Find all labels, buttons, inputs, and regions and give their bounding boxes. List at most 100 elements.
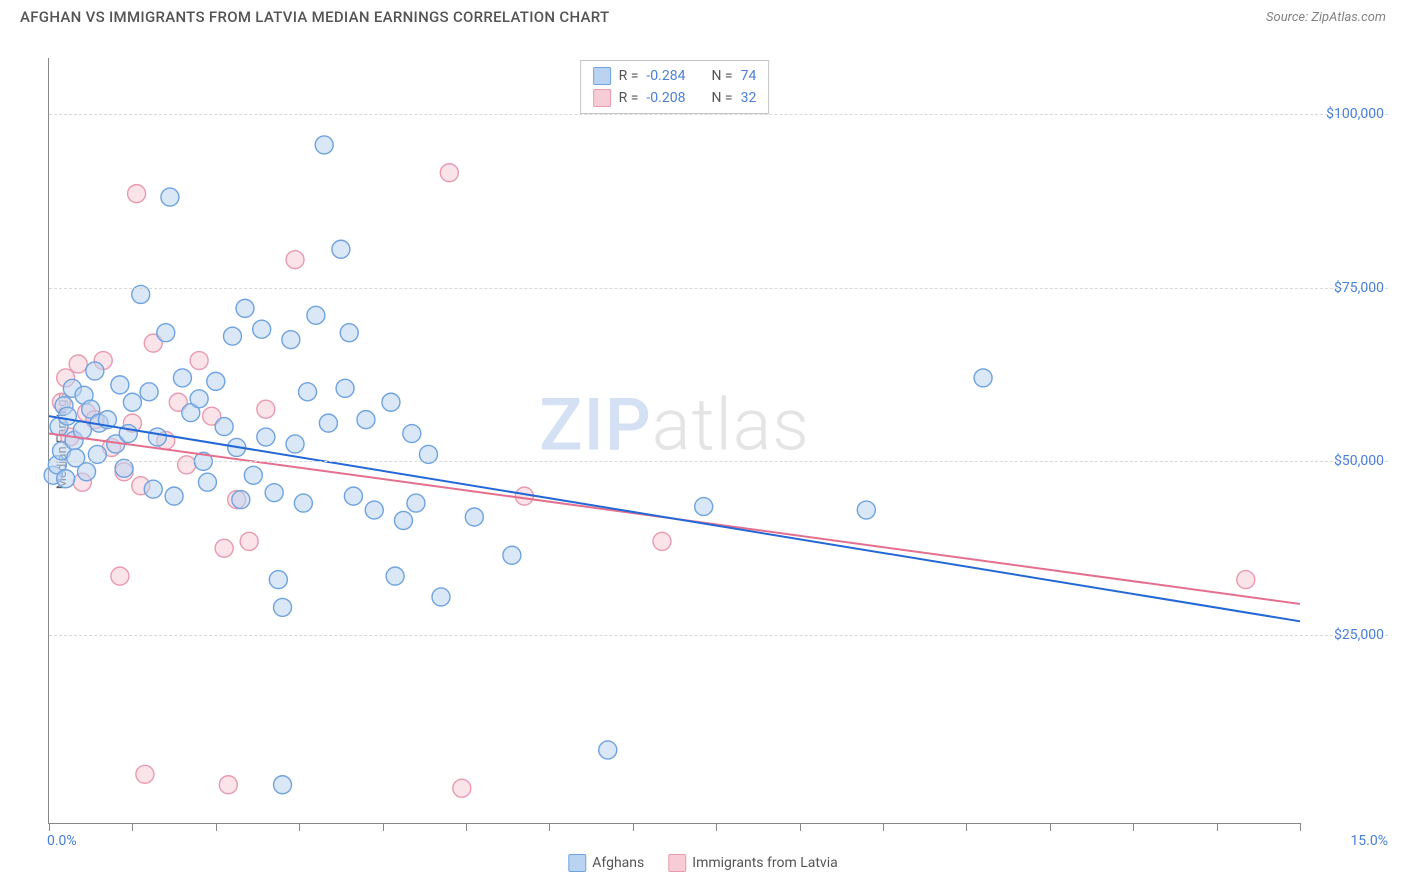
point-afghans [294,494,312,512]
gridline [49,461,1388,462]
trendline-afghans [49,416,1300,621]
x-tick [1133,823,1134,831]
gridline [49,288,1388,289]
point-latvia [69,355,87,373]
point-latvia [178,456,196,474]
point-afghans [86,362,104,380]
series-legend: Afghans Immigrants from Latvia [568,854,837,872]
point-afghans [336,379,354,397]
gridline [49,114,1388,115]
swatch-latvia [668,854,686,872]
point-afghans [207,372,225,390]
x-tick [966,823,967,831]
swatch-afghans [568,854,586,872]
point-afghans [344,487,362,505]
swatch-afghans [593,67,611,85]
point-afghans [503,546,521,564]
point-afghans [282,331,300,349]
legend-label-afghans: Afghans [592,855,644,871]
point-afghans [157,324,175,342]
point-afghans [215,418,233,436]
point-afghans [257,428,275,446]
point-afghans [365,501,383,519]
gridline [49,635,1388,636]
x-tick [466,823,467,831]
point-latvia [453,779,471,797]
point-afghans [123,393,141,411]
point-afghans [173,369,191,387]
point-afghans [78,463,96,481]
point-latvia [257,400,275,418]
x-tick [1300,823,1301,831]
x-tick [549,823,550,831]
point-afghans [148,428,166,446]
x-tick [49,823,50,831]
chart-title: AFGHAN VS IMMIGRANTS FROM LATVIA MEDIAN … [20,8,609,26]
point-afghans [198,473,216,491]
legend-row-latvia: R = -0.208 N = 32 [593,87,757,109]
point-afghans [57,470,75,488]
point-latvia [190,352,208,370]
x-tick [800,823,801,831]
y-tick-label: $25,000 [1304,627,1384,643]
legend-latvia-r: -0.208 [646,90,685,106]
point-afghans [432,588,450,606]
x-tick [1217,823,1218,831]
x-tick [132,823,133,831]
x-tick [299,823,300,831]
point-latvia [219,776,237,794]
point-afghans [265,484,283,502]
point-afghans [974,369,992,387]
point-afghans [599,741,617,759]
legend-n-label: N = [711,90,732,106]
chart-source: Source: ZipAtlas.com [1266,10,1386,25]
x-tick [883,823,884,831]
chart-container: Median Earnings ZIPatlas R = -0.284 N = … [48,58,1388,824]
point-afghans [403,425,421,443]
x-tick [383,823,384,831]
point-latvia [653,532,671,550]
point-afghans [382,393,400,411]
point-afghans [253,320,271,338]
point-afghans [315,136,333,154]
legend-r-label: R = [619,68,639,84]
svg-layer [49,58,1300,823]
legend-n-label: N = [711,68,732,84]
point-latvia [1237,571,1255,589]
x-max-label: 15.0% [1350,833,1388,849]
point-latvia [286,251,304,269]
point-latvia [128,185,146,203]
point-afghans [274,776,292,794]
x-tick [716,823,717,831]
point-afghans [857,501,875,519]
point-afghans [695,498,713,516]
point-afghans [407,494,425,512]
y-tick-label: $100,000 [1304,106,1384,122]
point-afghans [161,188,179,206]
point-afghans [319,414,337,432]
point-latvia [440,164,458,182]
plot-area: ZIPatlas R = -0.284 N = 74 R = -0.208 N … [48,58,1300,824]
point-afghans [332,240,350,258]
legend-r-label: R = [619,90,639,106]
point-afghans [386,567,404,585]
point-afghans [286,435,304,453]
point-latvia [111,567,129,585]
point-afghans [190,390,208,408]
legend-latvia-n: 32 [741,90,757,106]
correlation-legend: R = -0.284 N = 74 R = -0.208 N = 32 [580,60,770,114]
point-latvia [215,539,233,557]
point-afghans [144,480,162,498]
point-afghans [340,324,358,342]
y-tick-label: $50,000 [1304,453,1384,469]
legend-item-afghans: Afghans [568,854,644,872]
point-afghans [299,383,317,401]
x-tick [1050,823,1051,831]
legend-label-latvia: Immigrants from Latvia [692,855,837,871]
point-afghans [394,511,412,529]
point-afghans [274,598,292,616]
point-afghans [269,571,287,589]
legend-afghans-r: -0.284 [646,68,685,84]
point-afghans [58,407,76,425]
x-tick [633,823,634,831]
